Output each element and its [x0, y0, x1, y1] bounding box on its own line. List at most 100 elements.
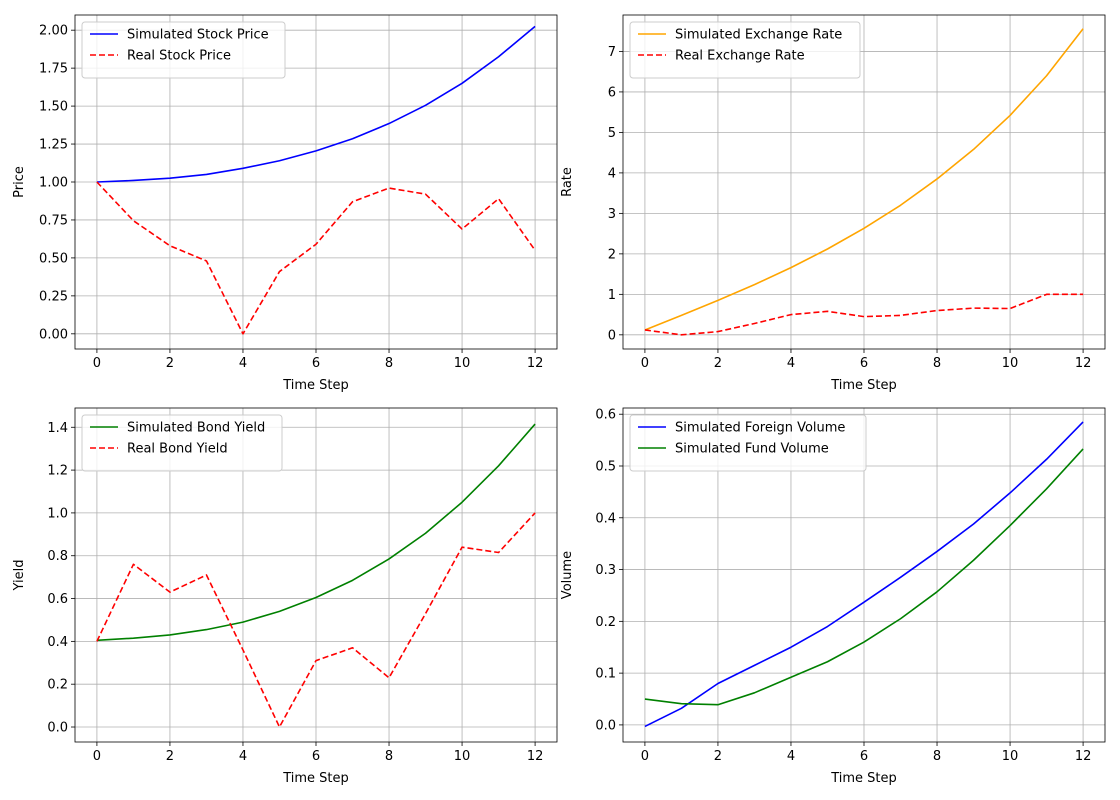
x-tick-label: 12	[527, 356, 544, 371]
x-tick-label: 4	[787, 749, 795, 764]
x-tick-label: 2	[166, 356, 174, 371]
series-line-2	[96, 181, 536, 335]
x-tick-label: 12	[1075, 749, 1092, 764]
y-tick-label: 0.6	[47, 592, 68, 607]
x-axis-label: Time Step	[830, 378, 897, 393]
legend-box	[81, 414, 283, 472]
y-tick-label: 1.2	[47, 464, 68, 479]
x-tick-label: 6	[860, 749, 868, 764]
y-tick-label: 1.00	[39, 176, 68, 191]
series-line-1	[644, 421, 1084, 728]
legend-label: Real Stock Price	[127, 49, 231, 64]
axes-frame	[74, 14, 558, 350]
legend-label: Simulated Bond Yield	[127, 421, 265, 436]
x-tick-label: 8	[933, 749, 941, 764]
y-tick-label: 1	[608, 288, 616, 303]
x-tick-label: 4	[787, 356, 795, 371]
legend-label: Simulated Foreign Volume	[675, 421, 845, 436]
x-tick-label: 2	[166, 749, 174, 764]
y-tick-label: 1.50	[39, 100, 68, 115]
x-tick-label: 12	[1075, 356, 1092, 371]
x-axis-label: Time Step	[282, 771, 349, 786]
subplot-4: 0 2 4 6 8 10 12 0.0 0.1 0.2 0.3 0.4 0.5 0.6 Time Step V…	[560, 407, 1106, 786]
x-tick-label: 12	[527, 749, 544, 764]
legend-label: Real Bond Yield	[127, 442, 228, 457]
y-tick-label: 0.2	[47, 678, 68, 693]
x-tick-label: 2	[714, 356, 722, 371]
x-tick-label: 0	[641, 356, 649, 371]
y-tick-label: 1.0	[47, 506, 68, 521]
axes-frame	[74, 407, 558, 743]
legend-label: Real Exchange Rate	[675, 49, 805, 64]
x-tick-label: 4	[239, 749, 247, 764]
y-tick-label: 0.2	[595, 615, 616, 630]
y-axis-label: Rate	[560, 167, 575, 197]
y-axis-label: Yield	[12, 560, 27, 592]
x-tick-label: 6	[860, 356, 868, 371]
x-tick-label: 4	[239, 356, 247, 371]
y-tick-label: 7	[608, 45, 616, 60]
legend-label: Simulated Exchange Rate	[675, 28, 842, 43]
y-tick-label: 0.4	[595, 511, 616, 526]
y-tick-label: 0.4	[47, 635, 68, 650]
y-tick-label: 0.00	[39, 327, 68, 342]
y-tick-label: 0.1	[595, 667, 616, 682]
x-tick-label: 0	[93, 356, 101, 371]
axes-frame	[622, 407, 1106, 743]
series-line-2	[96, 512, 536, 728]
axes-frame	[622, 14, 1106, 350]
series-line-2	[644, 448, 1084, 706]
x-tick-label: 8	[933, 356, 941, 371]
x-tick-label: 2	[714, 749, 722, 764]
y-tick-label: 5	[608, 126, 616, 141]
legend: Simulated Foreign Volume Simulated Fund V…	[629, 414, 867, 472]
x-tick-label: 6	[312, 356, 320, 371]
legend: Simulated Bond Yield Real Bond Yield	[81, 414, 283, 472]
x-tick-label: 0	[93, 749, 101, 764]
y-tick-label: 0.0	[47, 721, 68, 736]
x-tick-label: 10	[454, 356, 471, 371]
y-tick-label: 2	[608, 247, 616, 262]
legend-label: Simulated Stock Price	[127, 28, 269, 43]
legend-box	[629, 21, 861, 79]
y-tick-label: 0.3	[595, 563, 616, 578]
series-line-2	[644, 293, 1084, 336]
series-line-1	[96, 423, 536, 642]
y-tick-label: 2.00	[39, 24, 68, 39]
legend: Simulated Exchange Rate Real Exchange Rat…	[629, 21, 861, 79]
y-tick-label: 0.0	[595, 718, 616, 733]
legend-box	[629, 414, 867, 472]
y-tick-label: 1.75	[39, 62, 68, 77]
x-tick-label: 8	[385, 356, 393, 371]
y-tick-label: 0	[608, 328, 616, 343]
x-tick-label: 8	[385, 749, 393, 764]
y-tick-label: 0.75	[39, 213, 68, 228]
series-line-1	[644, 28, 1084, 331]
subplot-3: 0 2 4 6 8 10 12 0.0 0.2 0.4 0.6 0.8 1.0 1.2 1.4 Time St…	[12, 407, 558, 786]
x-tick-label: 10	[1002, 749, 1019, 764]
legend-box	[81, 21, 286, 79]
legend: Simulated Stock Price Real Stock Price	[81, 21, 286, 79]
y-tick-label: 0.6	[595, 408, 616, 423]
y-axis-label: Price	[12, 166, 27, 198]
x-tick-label: 0	[641, 749, 649, 764]
y-tick-label: 0.25	[39, 289, 68, 304]
y-tick-label: 4	[608, 166, 616, 181]
y-axis-label: Volume	[560, 551, 575, 599]
subplot-1: 0 2 4 6 8 10 12 0.00 0.25 0.50 0.75 1.00 1.25 1.50 1.7…	[12, 14, 558, 393]
x-axis-label: Time Step	[282, 378, 349, 393]
x-tick-label: 10	[454, 749, 471, 764]
series-line-1	[96, 25, 536, 183]
x-tick-label: 10	[1002, 356, 1019, 371]
y-tick-label: 1.4	[47, 421, 68, 436]
y-tick-label: 0.50	[39, 251, 68, 266]
y-tick-label: 1.25	[39, 138, 68, 153]
x-axis-label: Time Step	[830, 771, 897, 786]
y-tick-label: 3	[608, 207, 616, 222]
y-tick-label: 6	[608, 85, 616, 100]
y-tick-label: 0.5	[595, 459, 616, 474]
x-tick-label: 6	[312, 749, 320, 764]
legend-label: Simulated Fund Volume	[675, 442, 829, 457]
